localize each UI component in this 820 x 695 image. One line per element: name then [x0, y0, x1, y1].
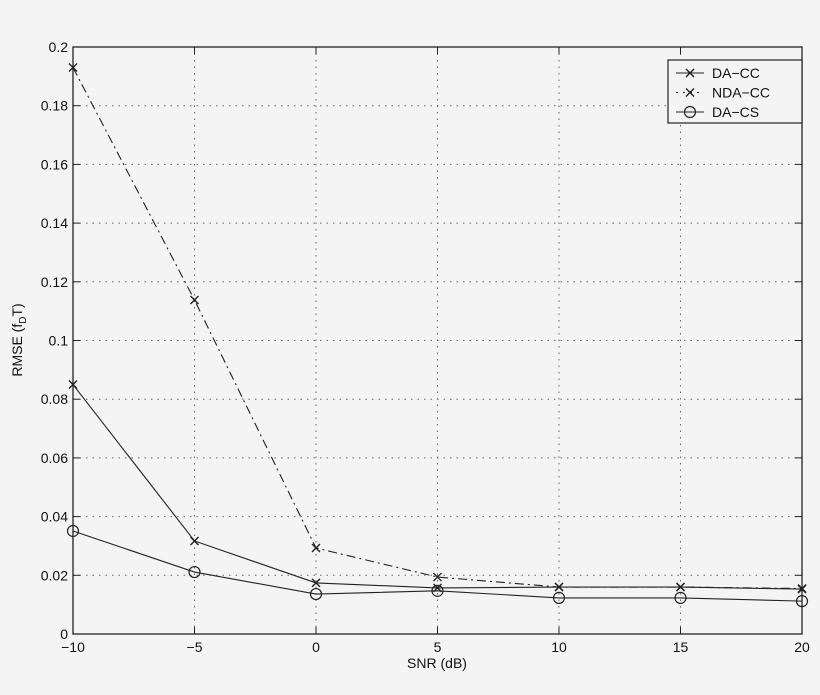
x-tick-label: 10 [551, 639, 567, 655]
y-tick-label: 0.2 [49, 39, 69, 55]
x-tick-label: 5 [434, 639, 442, 655]
data-point-marker [309, 587, 323, 601]
x-axis-label: SNR (dB) [407, 655, 467, 671]
y-tick-label: 0.1 [49, 333, 69, 349]
x-tick-label: −5 [187, 639, 203, 655]
data-point-marker [552, 591, 566, 604]
data-point-marker [554, 582, 564, 592]
legend-label: DA−CS [712, 104, 759, 120]
data-point-marker [311, 578, 321, 588]
y-tick-label: 0.08 [41, 391, 68, 407]
legend-label: DA−CC [712, 65, 760, 81]
legend-label: NDA−CC [712, 85, 770, 101]
y-tick-label: 0.12 [41, 274, 68, 290]
x-tick-label: 20 [794, 639, 810, 655]
x-tick-label: 0 [312, 639, 320, 655]
y-tick-label: 0.02 [41, 567, 68, 583]
legend-marker [685, 68, 695, 78]
x-tick-label: 15 [673, 639, 689, 655]
y-axis-label-subscript: D [18, 317, 29, 324]
series-nda-cc [68, 63, 807, 594]
data-point-marker [190, 536, 199, 546]
data-point-marker [674, 591, 687, 604]
y-tick-label: 0.18 [41, 98, 68, 114]
y-tick-label: 0.06 [41, 450, 68, 466]
y-axis-label: RMSE (fDT) [9, 303, 29, 376]
legend-marker [685, 88, 695, 97]
y-tick-label: 0 [60, 626, 68, 642]
data-point-marker [676, 582, 685, 592]
ticks: −10 −5 0 5 10 15 20 0 0.02 0.04 0.06 0.08 0.1 0.12 0.1… [41, 39, 810, 655]
series-line [72, 384, 803, 590]
y-axis-label-main: RMSE (f [9, 324, 25, 377]
data-point-marker [431, 584, 444, 597]
data-point-marker [433, 572, 442, 582]
y-tick-label: 0.16 [41, 156, 68, 172]
data-point-marker [190, 295, 199, 305]
y-tick-label: 0.04 [41, 509, 68, 525]
legend: DA−CC NDA−CC DA−CS [667, 59, 803, 124]
y-tick-label: 0.14 [41, 215, 68, 231]
y-axis-label-end: T) [9, 303, 25, 316]
data-point-marker [188, 565, 201, 579]
legend-marker [683, 105, 697, 119]
x-tick-label: −10 [61, 639, 85, 655]
grid [73, 47, 802, 634]
series-line [72, 530, 803, 602]
data-point-marker [311, 543, 321, 553]
